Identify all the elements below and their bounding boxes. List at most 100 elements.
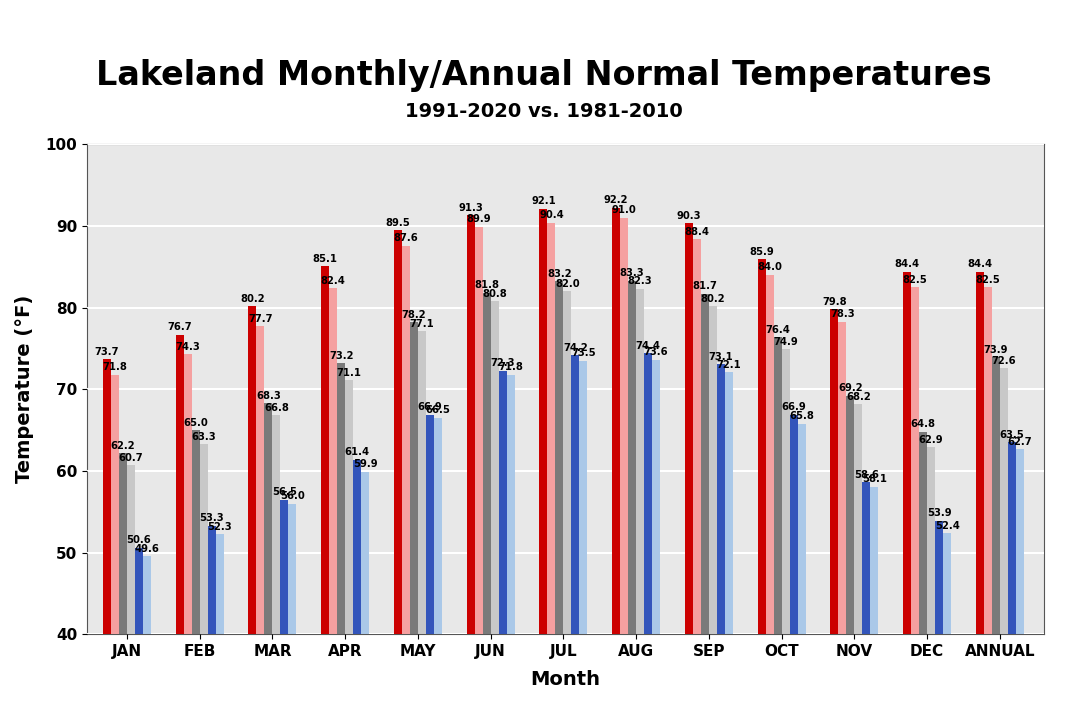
Bar	[1008, 443, 1016, 721]
Text: 53.3: 53.3	[199, 513, 224, 523]
Text: 58.6: 58.6	[854, 470, 878, 480]
Bar	[701, 293, 709, 721]
Bar	[758, 260, 765, 721]
Bar	[935, 521, 944, 721]
Bar	[1016, 449, 1024, 721]
Text: 78.3: 78.3	[830, 309, 854, 319]
Bar	[507, 375, 514, 721]
Text: 81.7: 81.7	[692, 281, 717, 291]
Bar	[927, 447, 935, 721]
Bar	[903, 272, 911, 721]
Text: 73.9: 73.9	[984, 345, 1008, 355]
Bar	[944, 533, 951, 721]
Text: 66.9: 66.9	[782, 402, 807, 412]
Text: 87.6: 87.6	[393, 233, 418, 243]
Bar	[725, 372, 733, 721]
Text: 79.8: 79.8	[822, 297, 847, 307]
Bar	[911, 287, 920, 721]
Bar	[612, 208, 621, 721]
Text: 65.0: 65.0	[184, 417, 208, 428]
Bar	[555, 281, 563, 721]
Text: 50.6: 50.6	[126, 536, 151, 545]
Bar	[652, 360, 660, 721]
Text: 62.2: 62.2	[111, 441, 135, 451]
Bar	[127, 465, 135, 721]
Bar	[628, 280, 636, 721]
Bar	[280, 500, 288, 721]
Bar	[257, 327, 264, 721]
Bar	[184, 354, 191, 721]
Text: 60.7: 60.7	[118, 453, 143, 463]
Bar	[499, 371, 507, 721]
Bar	[402, 246, 410, 721]
Text: 66.8: 66.8	[264, 403, 289, 413]
Bar	[717, 364, 725, 721]
Bar	[774, 337, 782, 721]
Text: 77.1: 77.1	[410, 319, 435, 329]
Text: 92.2: 92.2	[604, 195, 628, 205]
Bar	[782, 349, 789, 721]
Text: 69.2: 69.2	[838, 384, 863, 394]
Bar	[991, 358, 1000, 721]
Bar	[539, 209, 548, 721]
Bar	[249, 306, 257, 721]
Bar	[361, 472, 370, 721]
Text: 73.7: 73.7	[95, 347, 120, 357]
Text: 66.5: 66.5	[425, 405, 450, 415]
Text: 82.4: 82.4	[321, 275, 346, 286]
Bar	[143, 556, 151, 721]
Legend: Tmax 1991-2020, Tmax 1981-2010, Tavg 1991-2020, Tavg 1981-2010, Tmin 1991-2020, : Tmax 1991-2020, Tmax 1981-2010, Tavg 199…	[26, 715, 1087, 721]
Bar	[847, 396, 854, 721]
Bar	[645, 353, 652, 721]
Text: 68.2: 68.2	[846, 392, 871, 402]
Text: 85.1: 85.1	[313, 254, 338, 263]
Bar	[353, 459, 361, 721]
Bar	[208, 526, 215, 721]
Bar	[329, 288, 337, 721]
Text: 80.8: 80.8	[483, 288, 507, 298]
Text: Lakeland Monthly/Annual Normal Temperatures: Lakeland Monthly/Annual Normal Temperatu…	[96, 59, 991, 92]
Text: 74.2: 74.2	[563, 342, 588, 353]
Bar	[830, 309, 838, 721]
Text: 59.9: 59.9	[353, 459, 377, 469]
Text: 74.9: 74.9	[773, 337, 798, 347]
Text: 80.2: 80.2	[240, 293, 265, 304]
Text: 73.5: 73.5	[571, 348, 596, 358]
Text: 91.3: 91.3	[459, 203, 483, 213]
Bar	[572, 355, 579, 721]
Text: 83.3: 83.3	[620, 268, 645, 278]
Text: 89.5: 89.5	[386, 218, 410, 228]
Bar	[337, 363, 346, 721]
Bar	[984, 287, 991, 721]
Text: 82.5: 82.5	[903, 275, 927, 285]
Y-axis label: Temperature (°F): Temperature (°F)	[15, 295, 35, 484]
Text: 80.2: 80.2	[701, 293, 725, 304]
Text: 81.8: 81.8	[474, 280, 499, 291]
Text: 90.4: 90.4	[539, 211, 564, 220]
Text: 58.1: 58.1	[862, 474, 887, 484]
Text: 82.3: 82.3	[628, 276, 652, 286]
Text: 68.3: 68.3	[257, 391, 280, 401]
Bar	[579, 360, 587, 721]
Bar	[288, 504, 297, 721]
Text: 83.2: 83.2	[547, 269, 572, 279]
Text: 71.1: 71.1	[337, 368, 362, 378]
Bar	[426, 415, 434, 721]
Bar	[765, 275, 774, 721]
Bar	[410, 322, 417, 721]
Bar	[490, 301, 499, 721]
Text: 63.3: 63.3	[191, 432, 216, 442]
Bar	[417, 332, 426, 721]
Text: 74.3: 74.3	[175, 342, 200, 352]
Text: 74.4: 74.4	[636, 341, 661, 351]
Text: 61.4: 61.4	[345, 447, 370, 457]
Text: 72.1: 72.1	[716, 360, 741, 370]
Bar	[692, 239, 701, 721]
Bar	[475, 226, 483, 721]
Text: 73.1: 73.1	[709, 352, 734, 361]
Text: 71.8: 71.8	[498, 362, 523, 372]
Text: 64.8: 64.8	[911, 420, 936, 430]
Bar	[103, 359, 111, 721]
Bar	[321, 266, 329, 721]
Text: 52.3: 52.3	[208, 521, 232, 531]
